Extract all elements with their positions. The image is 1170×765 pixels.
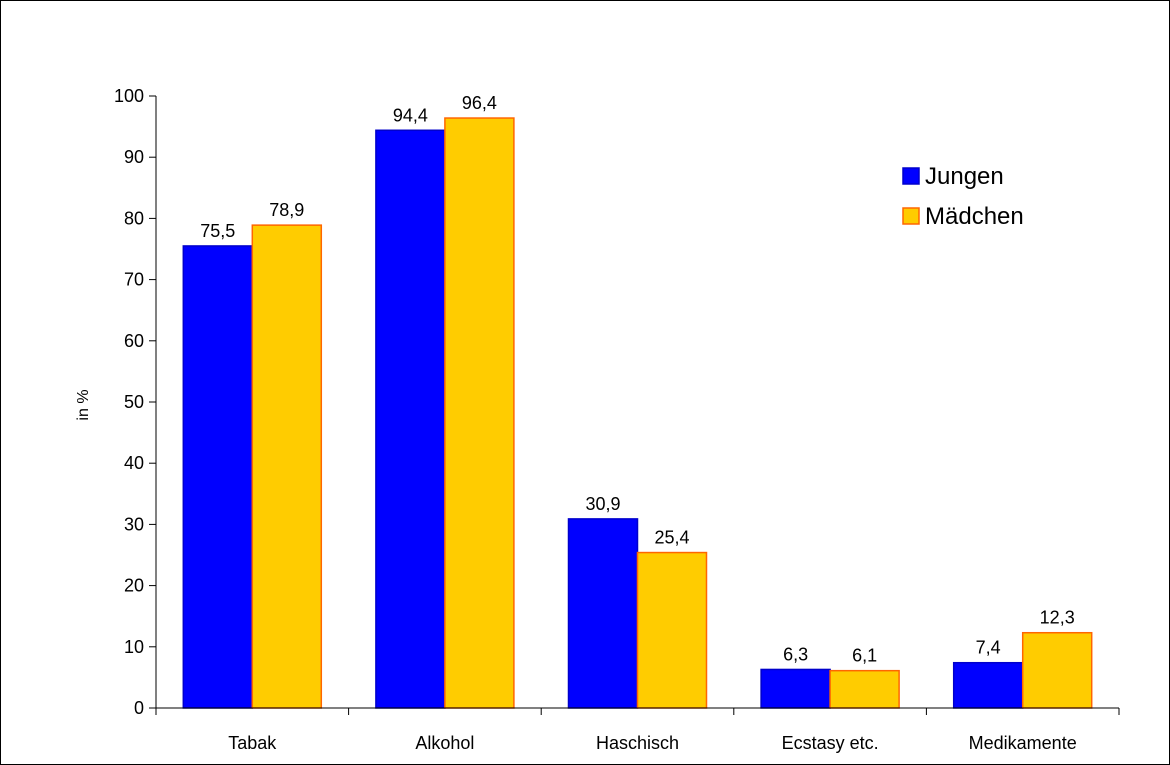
y-tick-label: 40 — [124, 453, 144, 473]
axes-layer: 0 10 20 30 40 50 60 70 80 90 100 Tabak Alkohol Haschi… — [114, 86, 1120, 753]
bar-mädchen-2 — [444, 117, 515, 709]
legend: Jungen Mädchen — [902, 163, 1024, 230]
legend-label-mädchen: Mädchen — [925, 203, 1024, 230]
data-labels-layer: 75,5 78,9 94,4 96,4 30,9 25,4 6,3 6,1 7,4 12,3 — [200, 93, 1074, 666]
bar-jungen-1 — [182, 245, 254, 709]
legend-swatch-mädchen — [902, 207, 920, 225]
y-tick-label: 100 — [114, 86, 144, 106]
data-label-jungen-5: 7,4 — [976, 638, 1001, 658]
legend-label-jungen: Jungen — [925, 163, 1004, 190]
bar-jungen-4 — [760, 668, 831, 709]
data-label-jungen-4: 6,3 — [783, 644, 808, 664]
x-tick-label: Tabak — [228, 733, 277, 753]
y-tick-label: 80 — [124, 208, 144, 228]
data-label-jungen-1: 75,5 — [200, 221, 235, 241]
y-tick-label: 30 — [124, 514, 144, 534]
y-tick-label: 90 — [124, 147, 144, 167]
x-tick-label: Alkohol — [415, 733, 474, 753]
bar-jungen-3 — [567, 518, 639, 709]
y-tick-label: 10 — [124, 637, 144, 657]
data-label-mädchen-5: 12,3 — [1040, 608, 1075, 628]
data-label-mädchen-1: 78,9 — [269, 200, 304, 220]
data-label-jungen-3: 30,9 — [585, 494, 620, 514]
y-tick-label: 20 — [124, 576, 144, 596]
x-tick-label: Haschisch — [596, 733, 679, 753]
bar-mädchen-1 — [251, 224, 323, 709]
y-tick-label: 70 — [124, 270, 144, 290]
bar-jungen-5 — [952, 661, 1024, 709]
data-label-jungen-2: 94,4 — [393, 105, 428, 125]
bar-jungen-2 — [375, 129, 446, 709]
data-label-mädchen-2: 96,4 — [462, 93, 497, 113]
bar-mädchen-4 — [829, 669, 900, 709]
x-tick-label: Medikamente — [969, 733, 1077, 753]
bars-layer — [182, 117, 1093, 709]
y-axis-title: in % — [75, 389, 92, 420]
y-tick-label: 60 — [124, 331, 144, 351]
data-label-mädchen-4: 6,1 — [852, 646, 877, 666]
x-tick-label: Ecstasy etc. — [782, 733, 879, 753]
data-label-mädchen-3: 25,4 — [654, 528, 689, 548]
bar-mädchen-3 — [636, 551, 708, 709]
y-tick-label: 50 — [124, 392, 144, 412]
legend-swatch-jungen — [902, 167, 920, 185]
y-tick-label: 0 — [134, 698, 144, 718]
bar-mädchen-5 — [1021, 631, 1093, 709]
